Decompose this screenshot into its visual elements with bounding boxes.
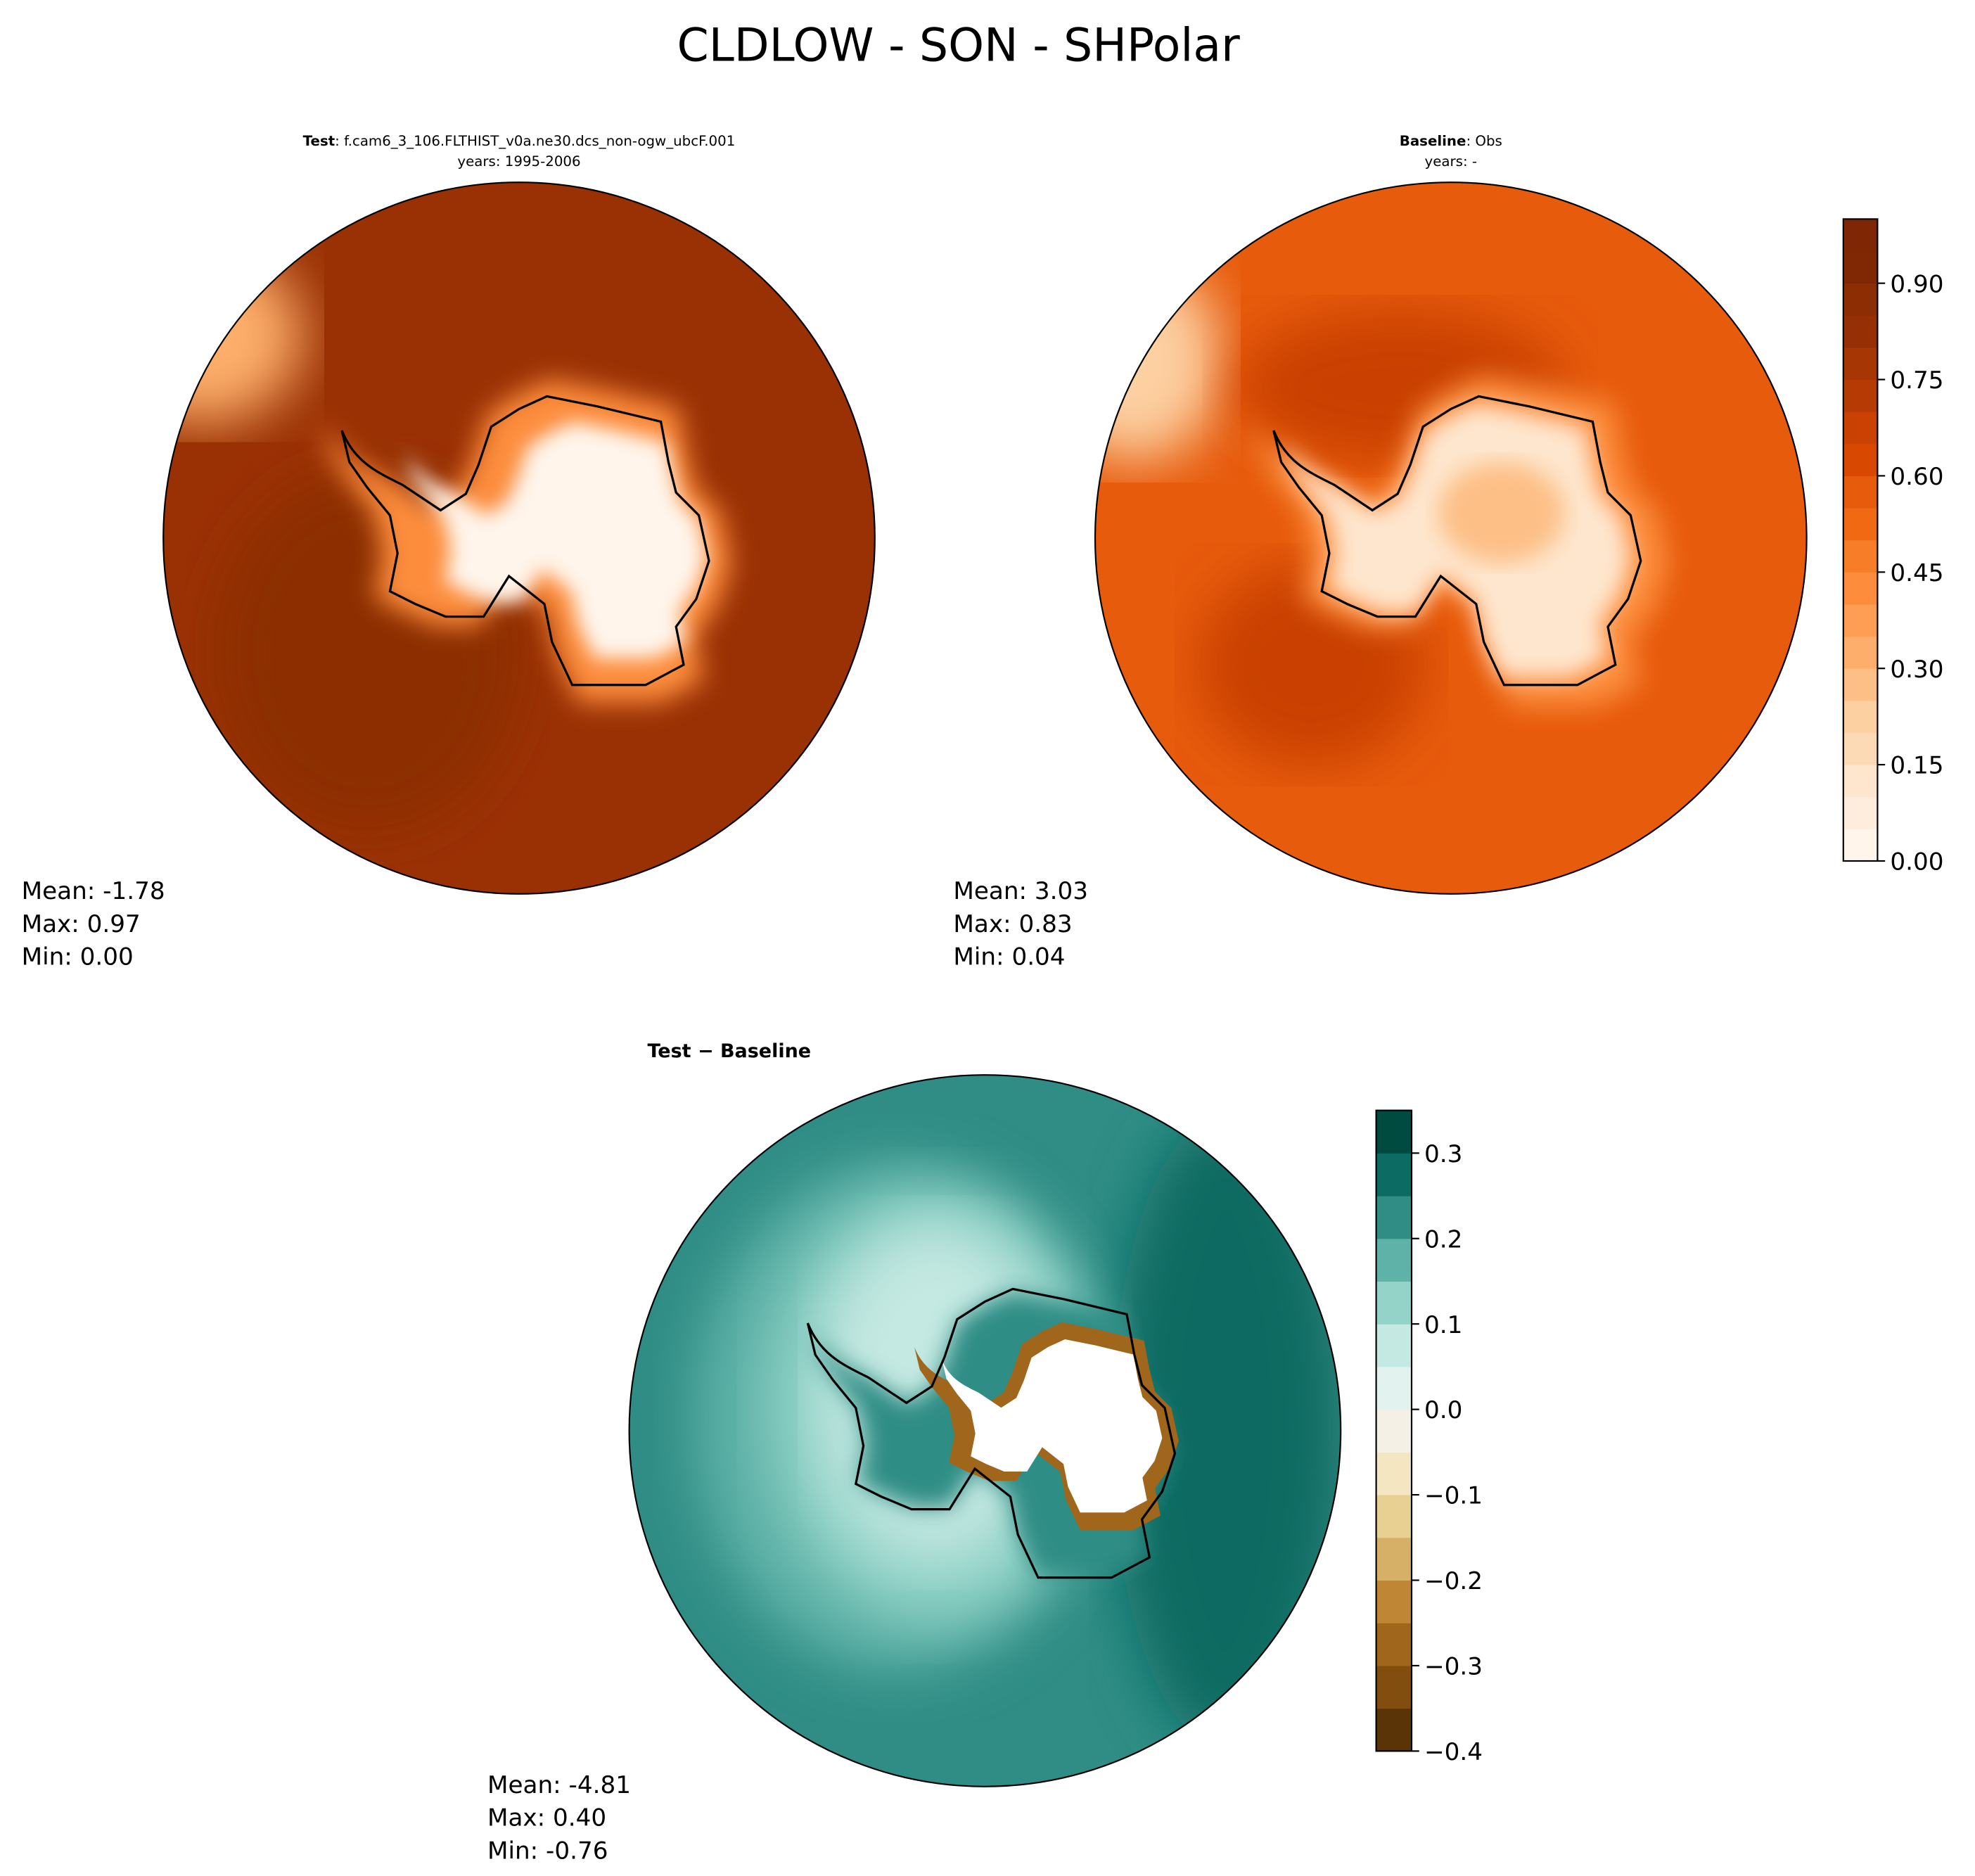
colorbar-band xyxy=(1376,1451,1412,1495)
colorbar-tick-label: 0.00 xyxy=(1890,848,1943,876)
panel-stats: Mean: -1.78 Max: 0.97 Min: 0.00 xyxy=(22,877,165,971)
colorbar-band xyxy=(1843,443,1878,476)
colorbar-band xyxy=(1843,764,1878,798)
colorbar-tick-label: −0.1 xyxy=(1424,1482,1483,1510)
colorbar-tick-label: −0.2 xyxy=(1424,1567,1483,1595)
stat: Mean: -4.81 xyxy=(487,1771,631,1799)
colorbar-band xyxy=(1843,700,1878,734)
panel-years: years: 1995-2006 xyxy=(457,153,580,170)
colorbar-band xyxy=(1376,1665,1412,1709)
polar-map xyxy=(1094,181,1808,895)
panel-stats: Mean: -4.81 Max: 0.40 Min: -0.76 xyxy=(487,1771,631,1865)
stat: Min: 0.00 xyxy=(22,943,134,971)
colorbar-band xyxy=(1843,540,1878,573)
panel-label: Baseline xyxy=(1400,133,1466,149)
colorbar-band xyxy=(1843,411,1878,445)
stat: Min: -0.76 xyxy=(487,1837,608,1865)
colorbar-band xyxy=(1843,475,1878,509)
colorbar-band xyxy=(1376,1195,1412,1239)
colorbar-band xyxy=(1843,283,1878,316)
colorbar-band xyxy=(1843,507,1878,541)
polar-map xyxy=(162,181,876,895)
colorbar-tick-label: 0.2 xyxy=(1424,1225,1462,1253)
colorbar-band xyxy=(1376,1708,1412,1751)
colorbar-band xyxy=(1843,636,1878,669)
colorbar-tick-label: 0.45 xyxy=(1890,559,1943,587)
colorbar-band xyxy=(1376,1280,1412,1325)
colorbar-band xyxy=(1843,218,1878,252)
colorbar-band xyxy=(1376,1323,1412,1367)
stat: Max: 0.83 xyxy=(953,910,1072,938)
stat: Mean: 3.03 xyxy=(953,877,1088,905)
colorbar-tick-label: −0.4 xyxy=(1424,1738,1483,1766)
colorbar-band xyxy=(1843,347,1878,381)
colorbar-tick-label: 0.1 xyxy=(1424,1311,1462,1339)
colorbar-band xyxy=(1843,250,1878,284)
colorbar-frame xyxy=(1842,218,1879,862)
colorbar-band xyxy=(1843,828,1878,862)
colorbar-frame xyxy=(1375,1109,1413,1752)
colorbar-band xyxy=(1843,668,1878,701)
stat: Max: 0.97 xyxy=(22,910,141,938)
colorbar-band xyxy=(1376,1366,1412,1410)
panel-stats: Mean: 3.03 Max: 0.83 Min: 0.04 xyxy=(953,877,1088,971)
panel-case: : Obs xyxy=(1466,133,1502,149)
colorbar-band xyxy=(1376,1409,1412,1453)
colorbar-tick-label: 0.30 xyxy=(1890,656,1943,684)
colorbar-band xyxy=(1843,379,1878,412)
colorbar-band xyxy=(1843,732,1878,765)
colorbar-band xyxy=(1376,1537,1412,1581)
colorbar-band xyxy=(1376,1238,1412,1282)
colorbar-tick-label: 0.60 xyxy=(1890,463,1943,491)
stat: Max: 0.40 xyxy=(487,1804,606,1832)
colorbar-tick-label: 0.3 xyxy=(1424,1140,1462,1168)
colorbar-band xyxy=(1376,1494,1412,1538)
panel-heading: Baseline: Obs xyxy=(1400,133,1502,149)
panel-heading: Test: f.cam6_3_106.FLTHIST_v0a.ne30.dcs_… xyxy=(303,133,736,149)
colorbar-tick-label: 0.90 xyxy=(1890,270,1943,298)
colorbar-tick-label: 0.0 xyxy=(1424,1396,1462,1424)
colorbar-band xyxy=(1843,796,1878,829)
colorbar-band xyxy=(1376,1622,1412,1666)
stat: Min: 0.04 xyxy=(953,943,1065,971)
colorbar-band xyxy=(1376,1152,1412,1197)
colorbar-band xyxy=(1843,571,1878,605)
colorbar-band xyxy=(1843,314,1878,348)
panel-heading: Test − Baseline xyxy=(647,1040,811,1062)
polar-map xyxy=(628,1074,1342,1787)
colorbar-tick-label: −0.3 xyxy=(1424,1653,1483,1681)
panel-case: : f.cam6_3_106.FLTHIST_v0a.ne30.dcs_non-… xyxy=(335,133,735,149)
colorbar-band xyxy=(1376,1579,1412,1623)
panel-years: years: - xyxy=(1425,153,1478,170)
colorbar-tick-label: 0.15 xyxy=(1890,752,1943,780)
colorbar-band xyxy=(1376,1110,1412,1154)
colorbar-band xyxy=(1843,604,1878,637)
figure-title: CLDLOW - SON - SHPolar xyxy=(677,19,1240,72)
panel-label: Test xyxy=(303,133,335,149)
stat: Mean: -1.78 xyxy=(22,877,165,905)
colorbar-tick-label: 0.75 xyxy=(1890,366,1943,395)
